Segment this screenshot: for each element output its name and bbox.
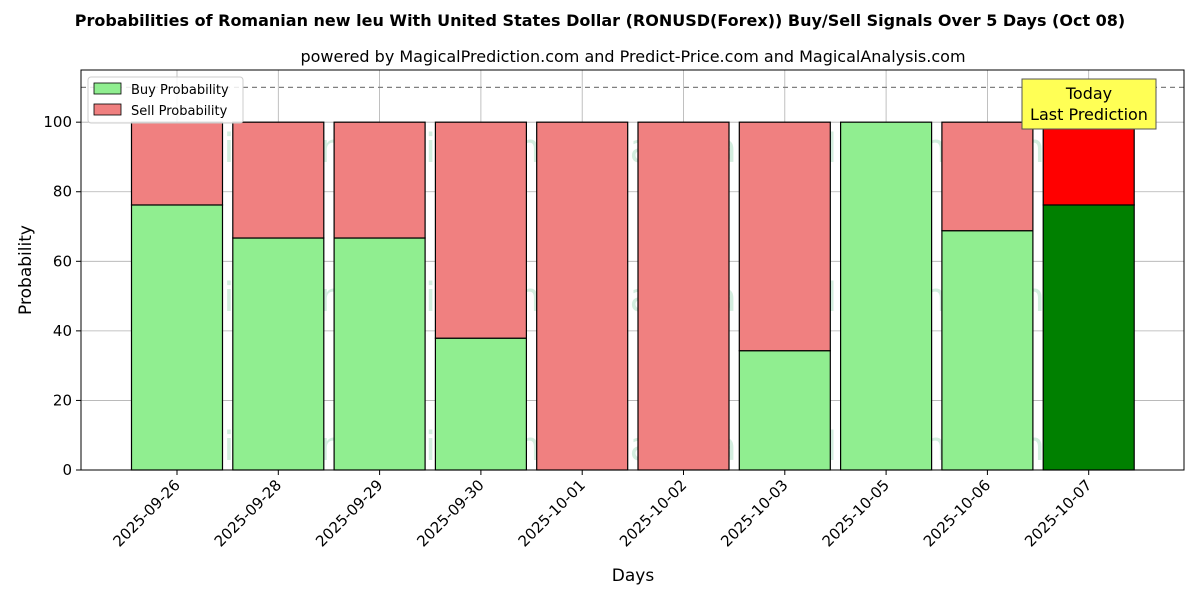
bar-buy-2025-10-03	[738, 350, 831, 471]
bars	[130, 121, 1135, 471]
y-tick-label: 80	[53, 183, 72, 201]
y-tick-label: 20	[53, 391, 72, 409]
x-tick-label: 2025-10-02	[616, 476, 690, 550]
bar-buy-2025-09-30	[434, 337, 527, 471]
x-tick-label: 2025-10-07	[1021, 476, 1095, 550]
plot-frame	[80, 69, 1185, 471]
y-axis-label: Probability	[16, 225, 36, 315]
annotation-today: Today	[1065, 84, 1112, 103]
x-tick-label: 2025-10-01	[515, 476, 589, 550]
y-tick-label: 100	[43, 113, 72, 131]
legend-swatch-buy	[93, 82, 122, 95]
bar-buy-2025-09-26	[130, 204, 224, 471]
bar-buy-2025-09-28	[232, 237, 325, 471]
x-tick-label: 2025-10-06	[920, 476, 994, 550]
bar-buy-2025-10-07	[1042, 204, 1135, 471]
bar-sell-2025-10-02	[637, 121, 730, 471]
legend-frame	[87, 76, 244, 124]
x-axis: 2025-09-26 2025-09-28 2025-09-29 2025-09-30…	[109, 470, 1096, 550]
bar-sell-2025-09-29	[333, 121, 426, 239]
legend: Buy Probability Sell Probability	[87, 76, 244, 124]
today-annotation: Today Last Prediction	[1021, 78, 1157, 130]
bar-sell-2025-09-30	[434, 121, 527, 339]
bar-buy-2025-10-05	[839, 121, 933, 471]
bar-sell-2025-09-26	[130, 121, 224, 206]
legend-label-sell: Sell Probability	[131, 104, 228, 119]
bar-buy-2025-09-29	[333, 237, 426, 471]
x-tick-label: 2025-09-26	[109, 476, 183, 550]
bar-sell-2025-10-07	[1042, 121, 1135, 206]
y-tick-label: 40	[53, 322, 72, 340]
bar-sell-2025-10-01	[536, 121, 629, 471]
x-tick-label: 2025-09-29	[312, 476, 386, 550]
x-tick-label: 2025-09-28	[211, 476, 285, 550]
x-axis-label: Days	[612, 566, 655, 586]
y-tick-label: 60	[53, 252, 72, 270]
annotation-last-prediction: Last Prediction	[1030, 105, 1148, 124]
annotation-box	[1021, 78, 1157, 130]
legend-swatch-sell	[93, 103, 122, 116]
bar-buy-2025-10-06	[941, 230, 1034, 471]
bar-sell-2025-10-03	[738, 121, 831, 352]
x-tick-label: 2025-09-30	[413, 476, 487, 550]
x-tick-label: 2025-10-03	[717, 476, 791, 550]
y-axis: 0 20 40 60 80 100	[43, 113, 81, 479]
x-tick-label: 2025-10-05	[819, 476, 893, 550]
legend-label-buy: Buy Probability	[131, 83, 229, 98]
bar-sell-2025-10-06	[941, 121, 1034, 232]
chart-title: Probabilities of Romanian new leu With U…	[75, 11, 1125, 30]
y-tick-label: 0	[62, 461, 72, 479]
chart-subtitle: powered by MagicalPrediction.com and Pre…	[300, 47, 965, 66]
bar-sell-2025-09-28	[232, 121, 325, 239]
